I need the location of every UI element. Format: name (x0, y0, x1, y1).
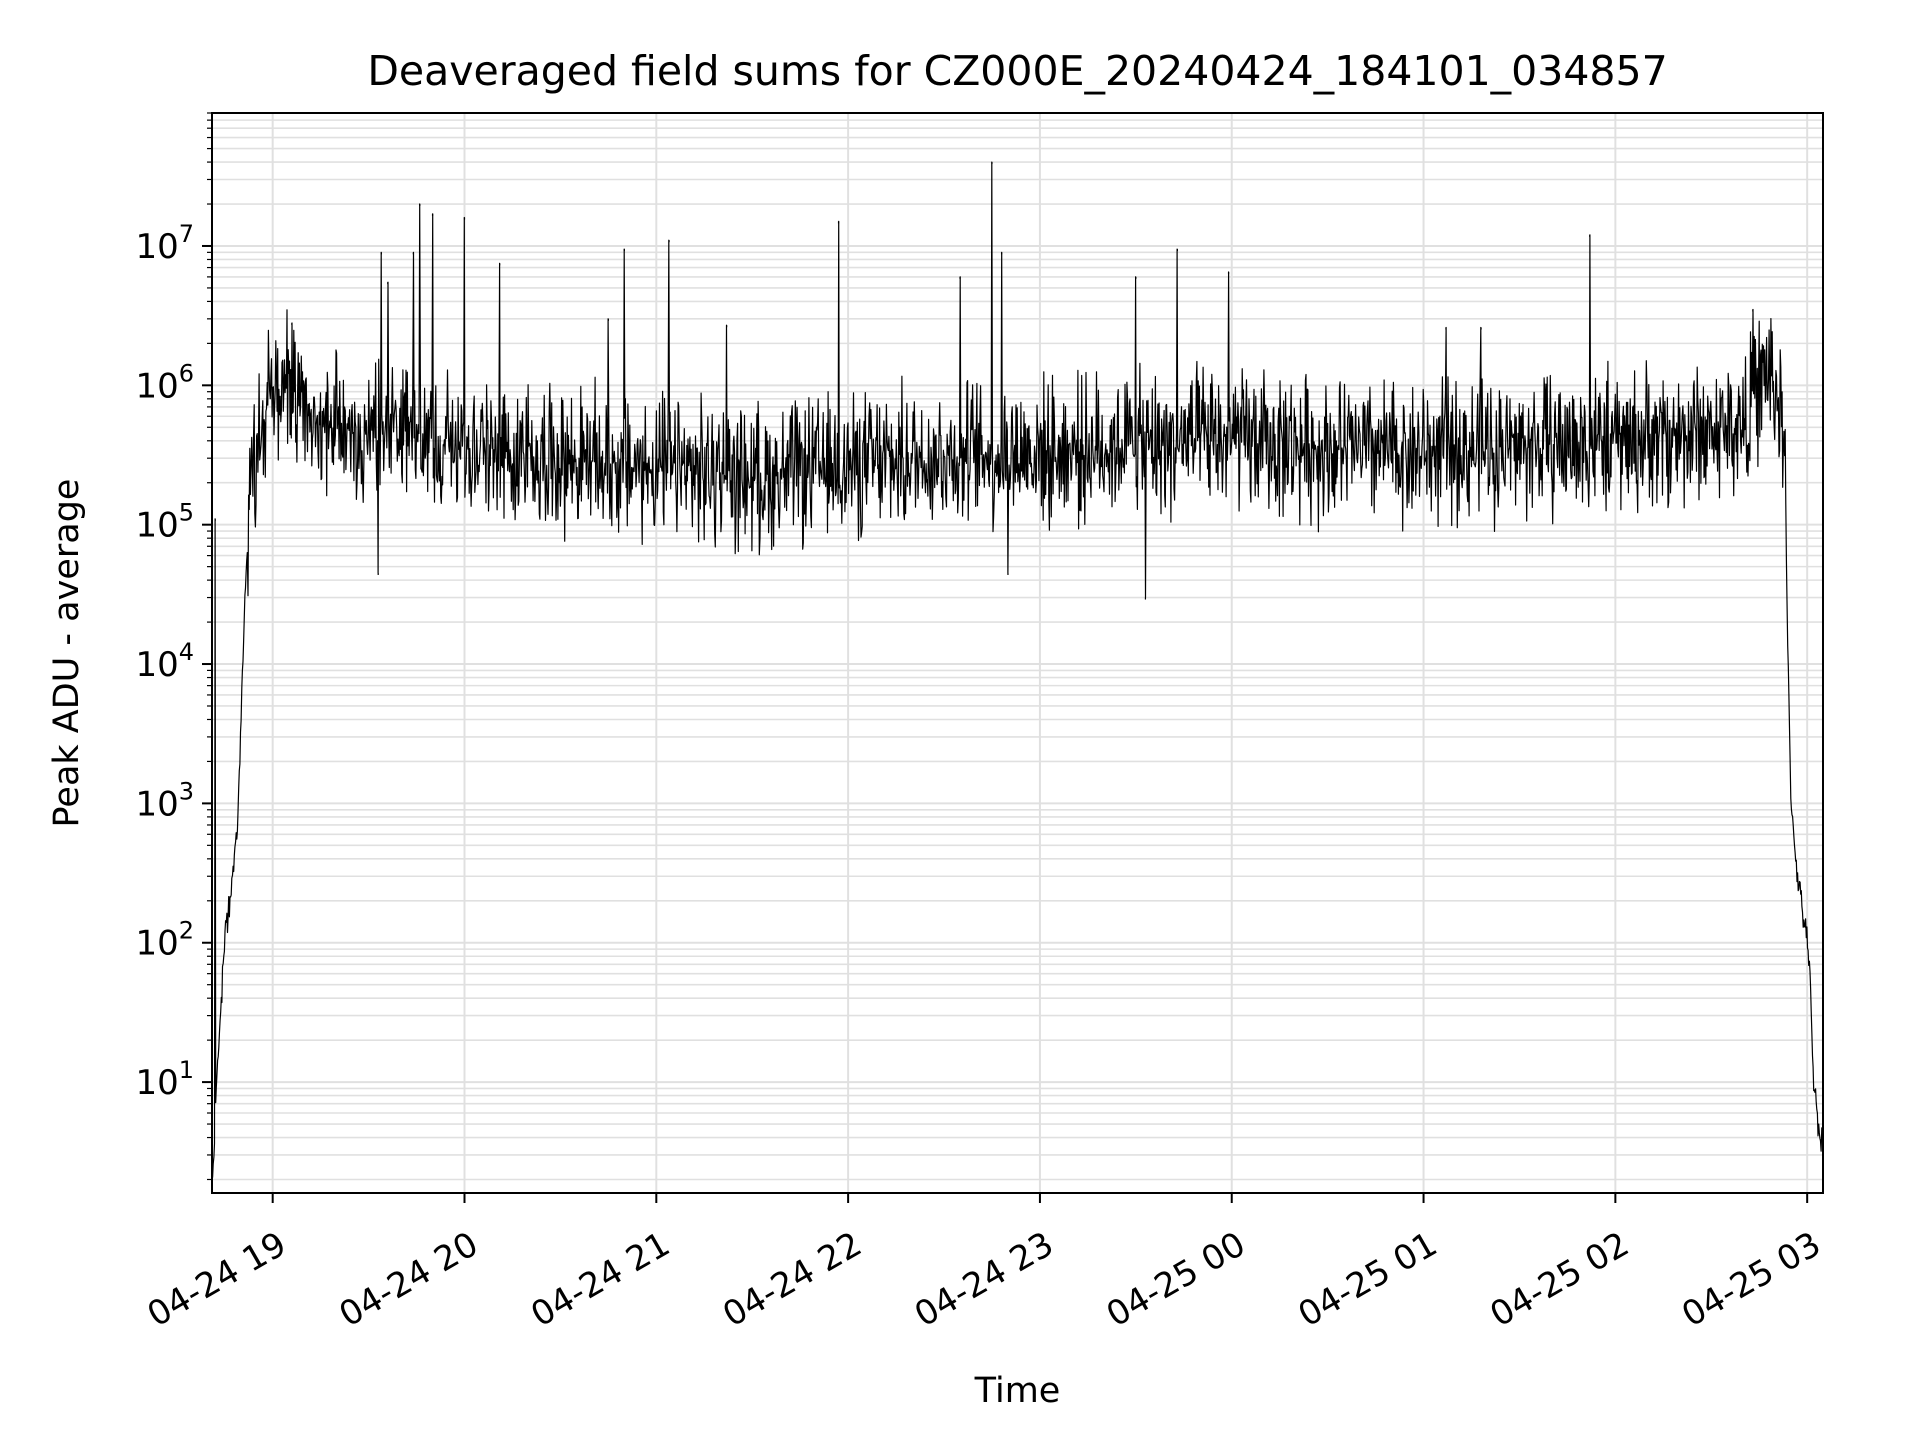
chart-title: Deaveraged field sums for CZ000E_2024042… (367, 47, 1667, 95)
y-tick-exponent: 1 (179, 1056, 194, 1084)
y-tick-label: 103 (135, 777, 194, 824)
y-tick-exponent: 3 (179, 777, 194, 805)
series-layer (212, 161, 1823, 1178)
y-tick-exponent: 4 (179, 638, 194, 666)
series-line (212, 161, 1823, 1178)
y-tick-base: 10 (135, 506, 178, 546)
y-tick-label: 104 (135, 638, 194, 685)
y-tick-base: 10 (135, 227, 178, 267)
y-tick-base: 10 (135, 1063, 178, 1103)
y-tick-label: 106 (135, 359, 194, 406)
y-tick-exponent: 5 (179, 499, 194, 527)
plot-frame (211, 112, 1824, 1194)
y-tick-base: 10 (135, 924, 178, 964)
y-tick-label: 107 (135, 220, 194, 267)
y-axis-label: Peak ADU - average (47, 479, 87, 828)
y-tick-exponent: 6 (179, 359, 194, 387)
y-tick-label: 105 (135, 499, 194, 546)
y-tick-base: 10 (135, 784, 178, 824)
x-axis-label: Time (974, 1371, 1061, 1411)
y-tick-exponent: 2 (179, 917, 194, 945)
y-tick-base: 10 (135, 645, 178, 685)
y-tick-label: 102 (135, 917, 194, 964)
grid (212, 112, 1823, 1193)
y-tick-base: 10 (135, 366, 178, 406)
y-tick-label: 101 (135, 1056, 194, 1103)
y-tick-exponent: 7 (179, 220, 194, 248)
